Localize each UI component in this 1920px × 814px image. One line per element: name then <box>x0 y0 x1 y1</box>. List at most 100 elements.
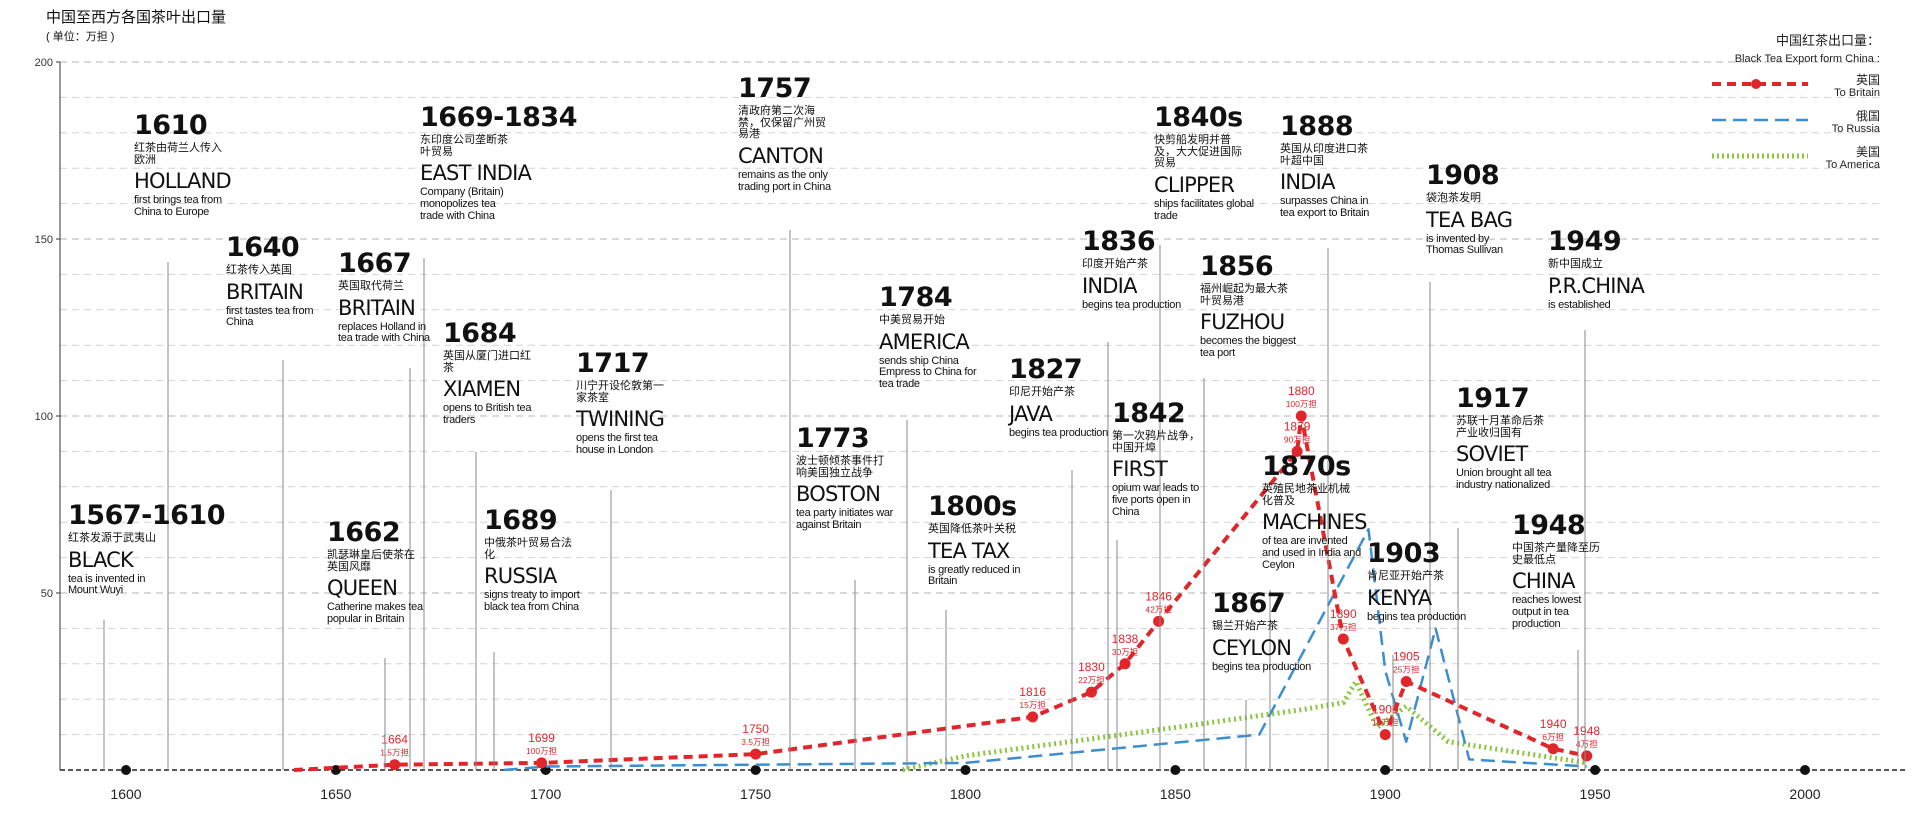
timeline-event: 1836 印度开始产茶 INDIA begins tea production <box>1082 226 1181 311</box>
data-label-value: 37万担 <box>1330 622 1357 632</box>
timeline-event: 1908 袋泡茶发明 TEA BAG is invented by Thomas Su… <box>1426 160 1526 257</box>
axis-dot <box>1800 765 1810 775</box>
event-text-cn: 红茶传入英国 <box>226 264 292 277</box>
legend: 中国红茶出口量： Black Tea Export form China : 英… <box>1640 30 1880 179</box>
data-label-year: 1846 <box>1145 589 1172 603</box>
axis-dot <box>1380 765 1391 775</box>
data-point <box>1379 729 1391 741</box>
event-text-en: reaches lowest output in tea production <box>1512 594 1582 630</box>
event-keyword: CLIPPER <box>1154 172 1235 197</box>
timeline-event: 1610 红茶由荷兰人传入欧洲 HOLLAND first brings tea fr… <box>134 111 234 219</box>
event-text-cn: 英国从厦门进口红茶 <box>443 350 531 374</box>
axis-dot <box>1590 765 1601 775</box>
event-keyword: FUZHOU <box>1200 310 1285 335</box>
x-tick-label: 1950 <box>1580 786 1611 802</box>
event-text-en: Company (Britain) monopolizes tea trade … <box>420 186 504 222</box>
event-keyword: EAST INDIA <box>420 161 532 186</box>
event-keyword: JAVA <box>1009 401 1053 426</box>
data-label-value: 10万担 <box>1372 718 1399 728</box>
event-text-cn: 中美贸易开始 <box>879 314 945 327</box>
event-year: 1689 <box>484 505 558 536</box>
event-keyword: QUEEN <box>327 576 398 601</box>
axis-dot <box>121 765 131 775</box>
legend-label-cn: 英国 <box>1855 73 1880 87</box>
data-point <box>1295 410 1307 422</box>
x-tick-label: 1600 <box>110 786 141 802</box>
data-point <box>1581 750 1593 762</box>
timeline-event: 1842 第一次鸦片战争，中国开埠 FIRST opium war leads to … <box>1112 399 1212 518</box>
event-keyword: INDIA <box>1082 273 1137 298</box>
timeline-event: 1870s 英殖民地茶业机械化普及 MACHINES of tea are inven… <box>1262 451 1367 571</box>
event-year: 1836 <box>1082 226 1156 257</box>
event-keyword: BOSTON <box>796 482 881 507</box>
series-line-to-america <box>901 679 1588 773</box>
event-year: 1717 <box>576 348 650 379</box>
event-keyword: BRITAIN <box>226 279 304 304</box>
event-keyword: INDIA <box>1280 170 1335 195</box>
legend-label-en: To Britain <box>1834 87 1880 99</box>
event-year: 1948 <box>1512 510 1586 541</box>
event-text-cn: 中国茶产量降至历史最低点 <box>1512 542 1600 566</box>
event-text-cn: 英国降低茶叶关税 <box>928 523 1016 536</box>
timeline-event: 1773 波士顿倾茶事件打响美国独立战争 BOSTON tea party initi… <box>796 424 896 532</box>
data-label-value: 100万担 <box>526 746 558 756</box>
event-keyword: TEA BAG <box>1426 207 1513 232</box>
event-text-cn: 英殖民地茶业机械化普及 <box>1262 483 1350 507</box>
y-tick-label: 150 <box>35 234 53 246</box>
timeline-event: 1717 川宁开设伦敦第一家茶室 TWINING opens the first te… <box>576 348 676 457</box>
event-year: 1667 <box>338 248 412 279</box>
timeline-event: 1888 英国从印度进口茶叶超中国 INDIA surpasses China in … <box>1280 112 1380 220</box>
event-year: 1684 <box>443 318 517 349</box>
data-label-value: 25万担 <box>1393 665 1420 675</box>
data-point <box>1337 633 1349 645</box>
data-label-year: 1838 <box>1112 632 1139 646</box>
event-year: 1917 <box>1456 383 1530 414</box>
x-tick-label: 1650 <box>320 786 351 802</box>
event-text-cn: 锡兰开始产茶 <box>1212 620 1278 633</box>
event-keyword: TWINING <box>576 407 665 432</box>
event-text-cn: 袋泡茶发明 <box>1426 192 1481 205</box>
data-label-year: 1664 <box>381 733 408 747</box>
event-year: 1870s <box>1262 451 1351 482</box>
timeline-event: 1662 凯瑟琳皇后使茶在英国风靡 QUEEN Catherine makes tea… <box>327 518 427 626</box>
event-text-cn: 快剪船发明并普及，大大促进国际贸易 <box>1154 134 1242 170</box>
event-text-en: ships facilitates global trade <box>1154 198 1254 222</box>
axis-dot <box>1170 765 1181 775</box>
event-year: 1908 <box>1426 160 1500 191</box>
x-tick-label: 1900 <box>1370 786 1401 802</box>
data-label-value: 90万担 <box>1284 434 1311 444</box>
data-point <box>1119 658 1131 670</box>
legend-label-en: To Russia <box>1831 123 1880 135</box>
event-text-en: tea is invented in Mount Wuyi <box>68 572 146 597</box>
data-label-value: 22万担 <box>1078 675 1105 685</box>
event-keyword: TEA TAX <box>928 538 1010 563</box>
x-tick-label: 1800 <box>950 786 981 802</box>
event-keyword: AMERICA <box>879 329 970 354</box>
event-keyword: FIRST <box>1112 457 1168 482</box>
event-year: 1669-1834 <box>420 102 578 133</box>
event-year: 1757 <box>738 73 812 104</box>
legend-title-cn: 中国红茶出口量： <box>1775 33 1880 48</box>
event-text-cn: 英国取代荷兰 <box>338 280 404 293</box>
event-keyword: P.R.CHINA <box>1548 273 1645 298</box>
timeline-event: 1800s 英国降低茶叶关税 TEA TAX is greatly reduced i… <box>928 492 1028 588</box>
axis-dot <box>960 765 971 775</box>
event-keyword: BLACK <box>68 547 134 572</box>
event-keyword: RUSSIA <box>484 564 557 589</box>
data-label-value: 100万担 <box>1286 399 1318 409</box>
event-text-en: is established <box>1548 298 1611 311</box>
event-text-cn: 凯瑟琳皇后使茶在英国风靡 <box>327 549 415 573</box>
event-year: 1856 <box>1200 251 1274 282</box>
event-year: 1949 <box>1548 226 1622 257</box>
timeline-event: 1867 锡兰开始产茶 CEYLON begins tea production <box>1212 589 1311 673</box>
legend-swatch-britain <box>1712 79 1808 89</box>
data-point <box>1085 686 1097 698</box>
event-year: 1640 <box>226 232 300 263</box>
timeline-event: 1949 新中国成立 P.R.CHINA is established <box>1548 226 1645 311</box>
data-label-year: 1890 <box>1330 607 1357 621</box>
event-text-en: of tea are invented and used in India an… <box>1262 535 1361 571</box>
chart-unit: ( 单位：万担 ) <box>46 31 115 43</box>
event-text-cn: 新中国成立 <box>1548 258 1603 271</box>
timeline-event: 1667 英国取代荷兰 BRITAIN replaces Holland in tea… <box>338 248 438 345</box>
event-keyword: CHINA <box>1512 569 1576 594</box>
